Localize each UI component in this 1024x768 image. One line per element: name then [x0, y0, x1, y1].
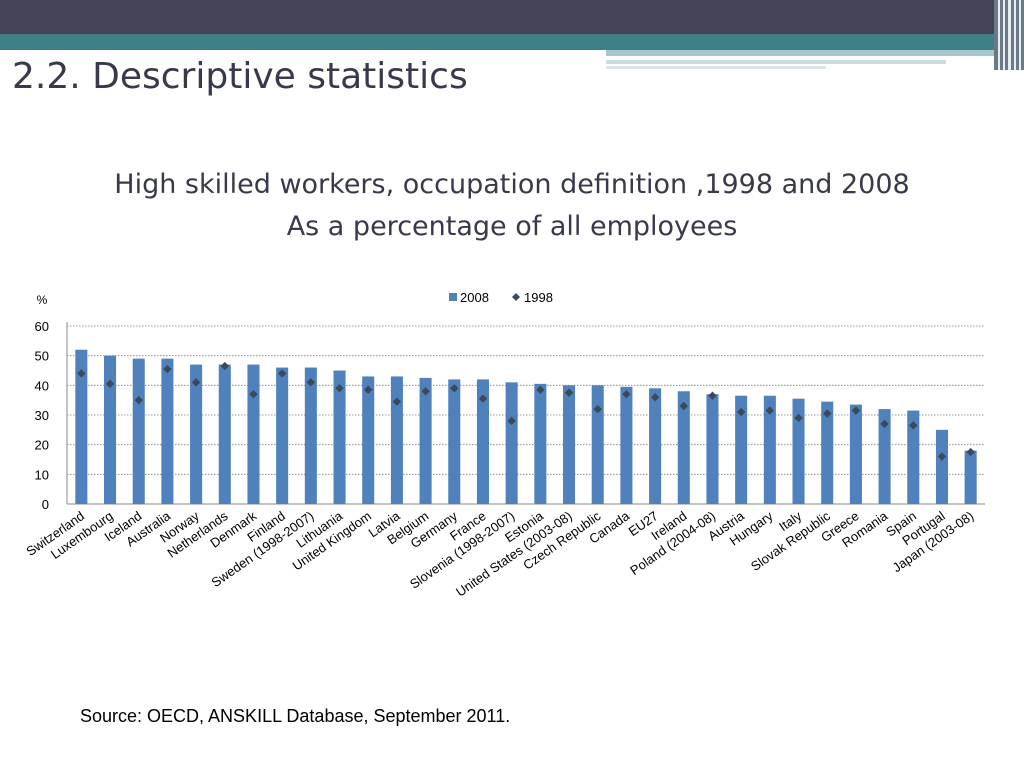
bar-2008 — [161, 358, 174, 504]
marker-1998 — [105, 379, 115, 389]
marker-1998 — [450, 384, 459, 393]
marker-1998 — [77, 369, 86, 378]
marker-1998 — [249, 390, 258, 399]
marker-1998 — [220, 361, 229, 371]
bar-2008 — [247, 364, 260, 504]
marker-1998 — [650, 393, 660, 402]
bar-2008 — [132, 358, 145, 504]
bar-2008 — [907, 410, 920, 504]
slide-title: 2.2. Descriptive statistics — [12, 56, 468, 97]
y-axis-unit: % — [37, 293, 48, 307]
legend-label-2008: 2008 — [460, 290, 489, 305]
bar-2008 — [505, 382, 518, 504]
source-note: Source: OECD, ANSKILL Database, Septembe… — [80, 706, 511, 726]
chart-title: High skilled workers, occupation definit… — [114, 169, 910, 200]
bar-2008 — [649, 388, 662, 504]
chart-subtitle: As a percentage of all employees — [286, 211, 738, 242]
marker-1998 — [392, 397, 402, 406]
bar-2008 — [218, 364, 231, 504]
bar-2008 — [276, 367, 289, 504]
bar-2008 — [591, 385, 604, 504]
bar-2008 — [448, 379, 461, 504]
bar-2008 — [620, 386, 633, 504]
chart-heading: High skilled workers, occupation definit… — [0, 164, 1024, 248]
bar-2008 — [362, 376, 375, 504]
bar-2008 — [104, 355, 117, 504]
y-tick-label: 30 — [35, 408, 49, 423]
marker-1998 — [966, 447, 975, 457]
y-tick-label: 0 — [42, 497, 49, 512]
bar-2008 — [304, 367, 317, 504]
bar-2008 — [821, 401, 834, 504]
marker-1998 — [335, 384, 344, 393]
bar-2008 — [677, 391, 690, 504]
bar-2008 — [849, 404, 862, 504]
marker-1998 — [909, 421, 918, 430]
decorative-line — [606, 60, 946, 64]
bar-2008 — [964, 450, 977, 504]
bar-2008 — [735, 395, 748, 504]
bar-2008 — [534, 383, 547, 504]
decorative-stripes — [994, 0, 1024, 70]
marker-1998 — [593, 404, 602, 414]
bar-2008 — [190, 364, 203, 504]
marker-1998 — [421, 387, 430, 396]
marker-1998 — [851, 406, 861, 415]
y-tick-label: 10 — [35, 467, 49, 482]
legend-label-1998: 1998 — [524, 290, 553, 305]
marker-1998 — [564, 388, 574, 397]
marker-1998 — [277, 369, 287, 378]
marker-1998 — [823, 409, 832, 418]
marker-1998 — [134, 395, 143, 405]
marker-1998 — [536, 385, 545, 394]
marker-1998 — [478, 394, 488, 403]
bar-chart: %0102030405060SwitzerlandLuxembourgIcela… — [23, 290, 985, 600]
bar-2008 — [563, 385, 576, 504]
header-bar — [0, 0, 1024, 34]
marker-1998 — [880, 419, 889, 429]
legend-marker-1998 — [512, 293, 520, 301]
y-tick-label: 60 — [35, 319, 49, 334]
marker-1998 — [794, 413, 803, 423]
bar-2008 — [792, 398, 805, 504]
marker-1998 — [679, 401, 688, 411]
bar-2008 — [935, 429, 948, 504]
legend-swatch-2008 — [449, 293, 457, 301]
marker-1998 — [937, 452, 947, 461]
bar-2008 — [878, 409, 891, 504]
marker-1998 — [708, 391, 717, 400]
marker-1998 — [163, 364, 172, 374]
marker-1998 — [736, 407, 746, 417]
bar-2008 — [706, 394, 719, 504]
marker-1998 — [765, 406, 775, 415]
y-tick-label: 50 — [35, 349, 49, 364]
marker-1998 — [191, 378, 201, 387]
bar-2008 — [419, 377, 432, 504]
marker-1998 — [306, 378, 316, 387]
bar-2008 — [390, 376, 403, 504]
y-tick-label: 40 — [35, 378, 49, 393]
marker-1998 — [507, 416, 516, 426]
marker-1998 — [622, 390, 631, 399]
marker-1998 — [364, 385, 373, 394]
decorative-line — [606, 66, 826, 69]
bar-2008 — [476, 379, 489, 504]
bar-2008 — [763, 395, 776, 504]
y-tick-label: 20 — [35, 438, 49, 453]
bar-2008 — [333, 370, 346, 504]
decorative-line — [606, 50, 996, 56]
accent-band — [0, 34, 1024, 50]
bar-2008 — [75, 349, 88, 504]
